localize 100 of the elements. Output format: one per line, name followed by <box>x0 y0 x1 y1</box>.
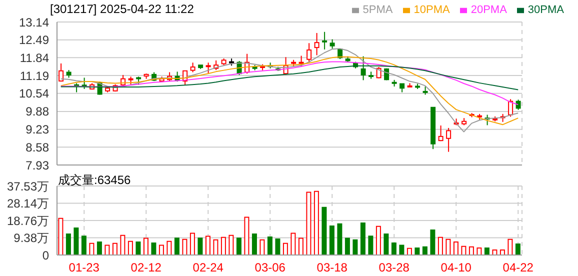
y-tick-label: 9.88 <box>26 104 50 119</box>
x-tick-label: 03-28 <box>378 260 410 275</box>
bar <box>322 206 327 255</box>
legend-label: 5PMA <box>362 4 393 16</box>
candlestick <box>446 127 452 152</box>
y-tick-label: 0 <box>42 248 50 262</box>
bar <box>329 225 334 255</box>
y-tick-label: 28.14万 <box>6 196 49 211</box>
bar <box>282 242 288 255</box>
bar <box>198 238 203 255</box>
legend-label: 10PMA <box>414 4 450 16</box>
y-tick-label: 18.76万 <box>6 214 49 228</box>
bar <box>143 238 148 255</box>
bar <box>344 238 350 255</box>
y-tick-label: 7.93 <box>26 158 50 172</box>
x-tick-label: 04-10 <box>440 260 472 275</box>
y-tick-label: 13.14 <box>18 15 50 30</box>
x-tick-label: 04-22 <box>502 260 534 275</box>
bar <box>430 229 436 255</box>
bar <box>352 239 358 255</box>
bar <box>220 236 226 255</box>
bar <box>228 234 234 255</box>
line-series <box>60 48 519 132</box>
bar <box>337 223 342 255</box>
bar <box>104 244 110 255</box>
bar <box>158 244 164 255</box>
bar <box>360 222 366 255</box>
bar <box>391 242 396 255</box>
x-tick-label: 02-24 <box>192 260 224 275</box>
y-tick-label: 9.38万 <box>14 231 49 246</box>
bar <box>508 238 513 255</box>
y-tick-label: 10.54 <box>18 86 50 101</box>
bar <box>58 218 64 255</box>
bar <box>453 241 458 255</box>
bar <box>128 240 133 255</box>
bar <box>236 238 242 255</box>
bar <box>438 236 443 255</box>
bar <box>306 192 312 255</box>
bar <box>151 242 156 255</box>
bar <box>174 238 180 255</box>
line-series <box>60 56 519 126</box>
bar <box>74 227 79 255</box>
bar <box>182 238 188 255</box>
candlestick <box>298 55 304 68</box>
bar <box>492 250 498 255</box>
bar <box>376 226 381 255</box>
legend-label: 20PMA <box>470 4 507 16</box>
y-tick-label: 37.53万 <box>6 179 49 194</box>
candlestick <box>322 31 328 50</box>
chart-title: [301217] 2025-04-22 11:22 <box>50 2 194 16</box>
candlestick <box>330 38 335 50</box>
bar <box>190 232 195 255</box>
candlestick <box>306 42 312 62</box>
y-tick-label: 11.19 <box>20 68 50 83</box>
candlestick <box>190 62 196 73</box>
candlestick <box>516 99 521 110</box>
bar <box>461 246 466 255</box>
candlestick <box>206 62 211 74</box>
bar <box>298 238 304 255</box>
chart-title: 成交量:63456 <box>58 172 131 189</box>
bar <box>368 236 374 255</box>
bar <box>81 236 86 255</box>
bar <box>500 250 505 255</box>
bar <box>399 244 404 255</box>
bar <box>446 238 451 255</box>
bar <box>66 234 71 255</box>
bar <box>136 241 141 255</box>
bar <box>213 239 218 255</box>
x-tick-label: 02-12 <box>130 260 162 275</box>
line-series <box>60 65 519 90</box>
y-tick-label: 9.23 <box>26 122 50 137</box>
bar <box>314 190 319 255</box>
bar <box>290 232 296 255</box>
y-tick-label: 8.58 <box>26 140 50 154</box>
candlestick <box>360 56 366 81</box>
bar <box>252 234 257 255</box>
candlestick <box>314 32 320 56</box>
bar <box>468 246 474 255</box>
bar <box>484 248 490 255</box>
bar <box>275 238 280 255</box>
bar <box>205 236 210 255</box>
bar <box>414 248 420 255</box>
bar <box>384 234 389 255</box>
y-tick-label: 11.84 <box>20 50 50 65</box>
bar <box>244 216 250 255</box>
bar <box>166 240 172 255</box>
bar <box>422 246 428 255</box>
x-tick-label: 03-06 <box>254 260 286 275</box>
legend-label: 30PMA <box>528 4 564 16</box>
bar <box>476 248 482 255</box>
candlestick <box>438 124 444 142</box>
bar <box>406 248 412 255</box>
y-tick-label: 12.49 <box>18 33 50 48</box>
bar <box>120 234 126 255</box>
bar <box>260 239 265 255</box>
bar <box>89 242 94 255</box>
bar <box>267 236 272 255</box>
bar <box>112 242 118 255</box>
bar <box>96 241 102 255</box>
x-tick-label: 01-23 <box>68 260 100 275</box>
